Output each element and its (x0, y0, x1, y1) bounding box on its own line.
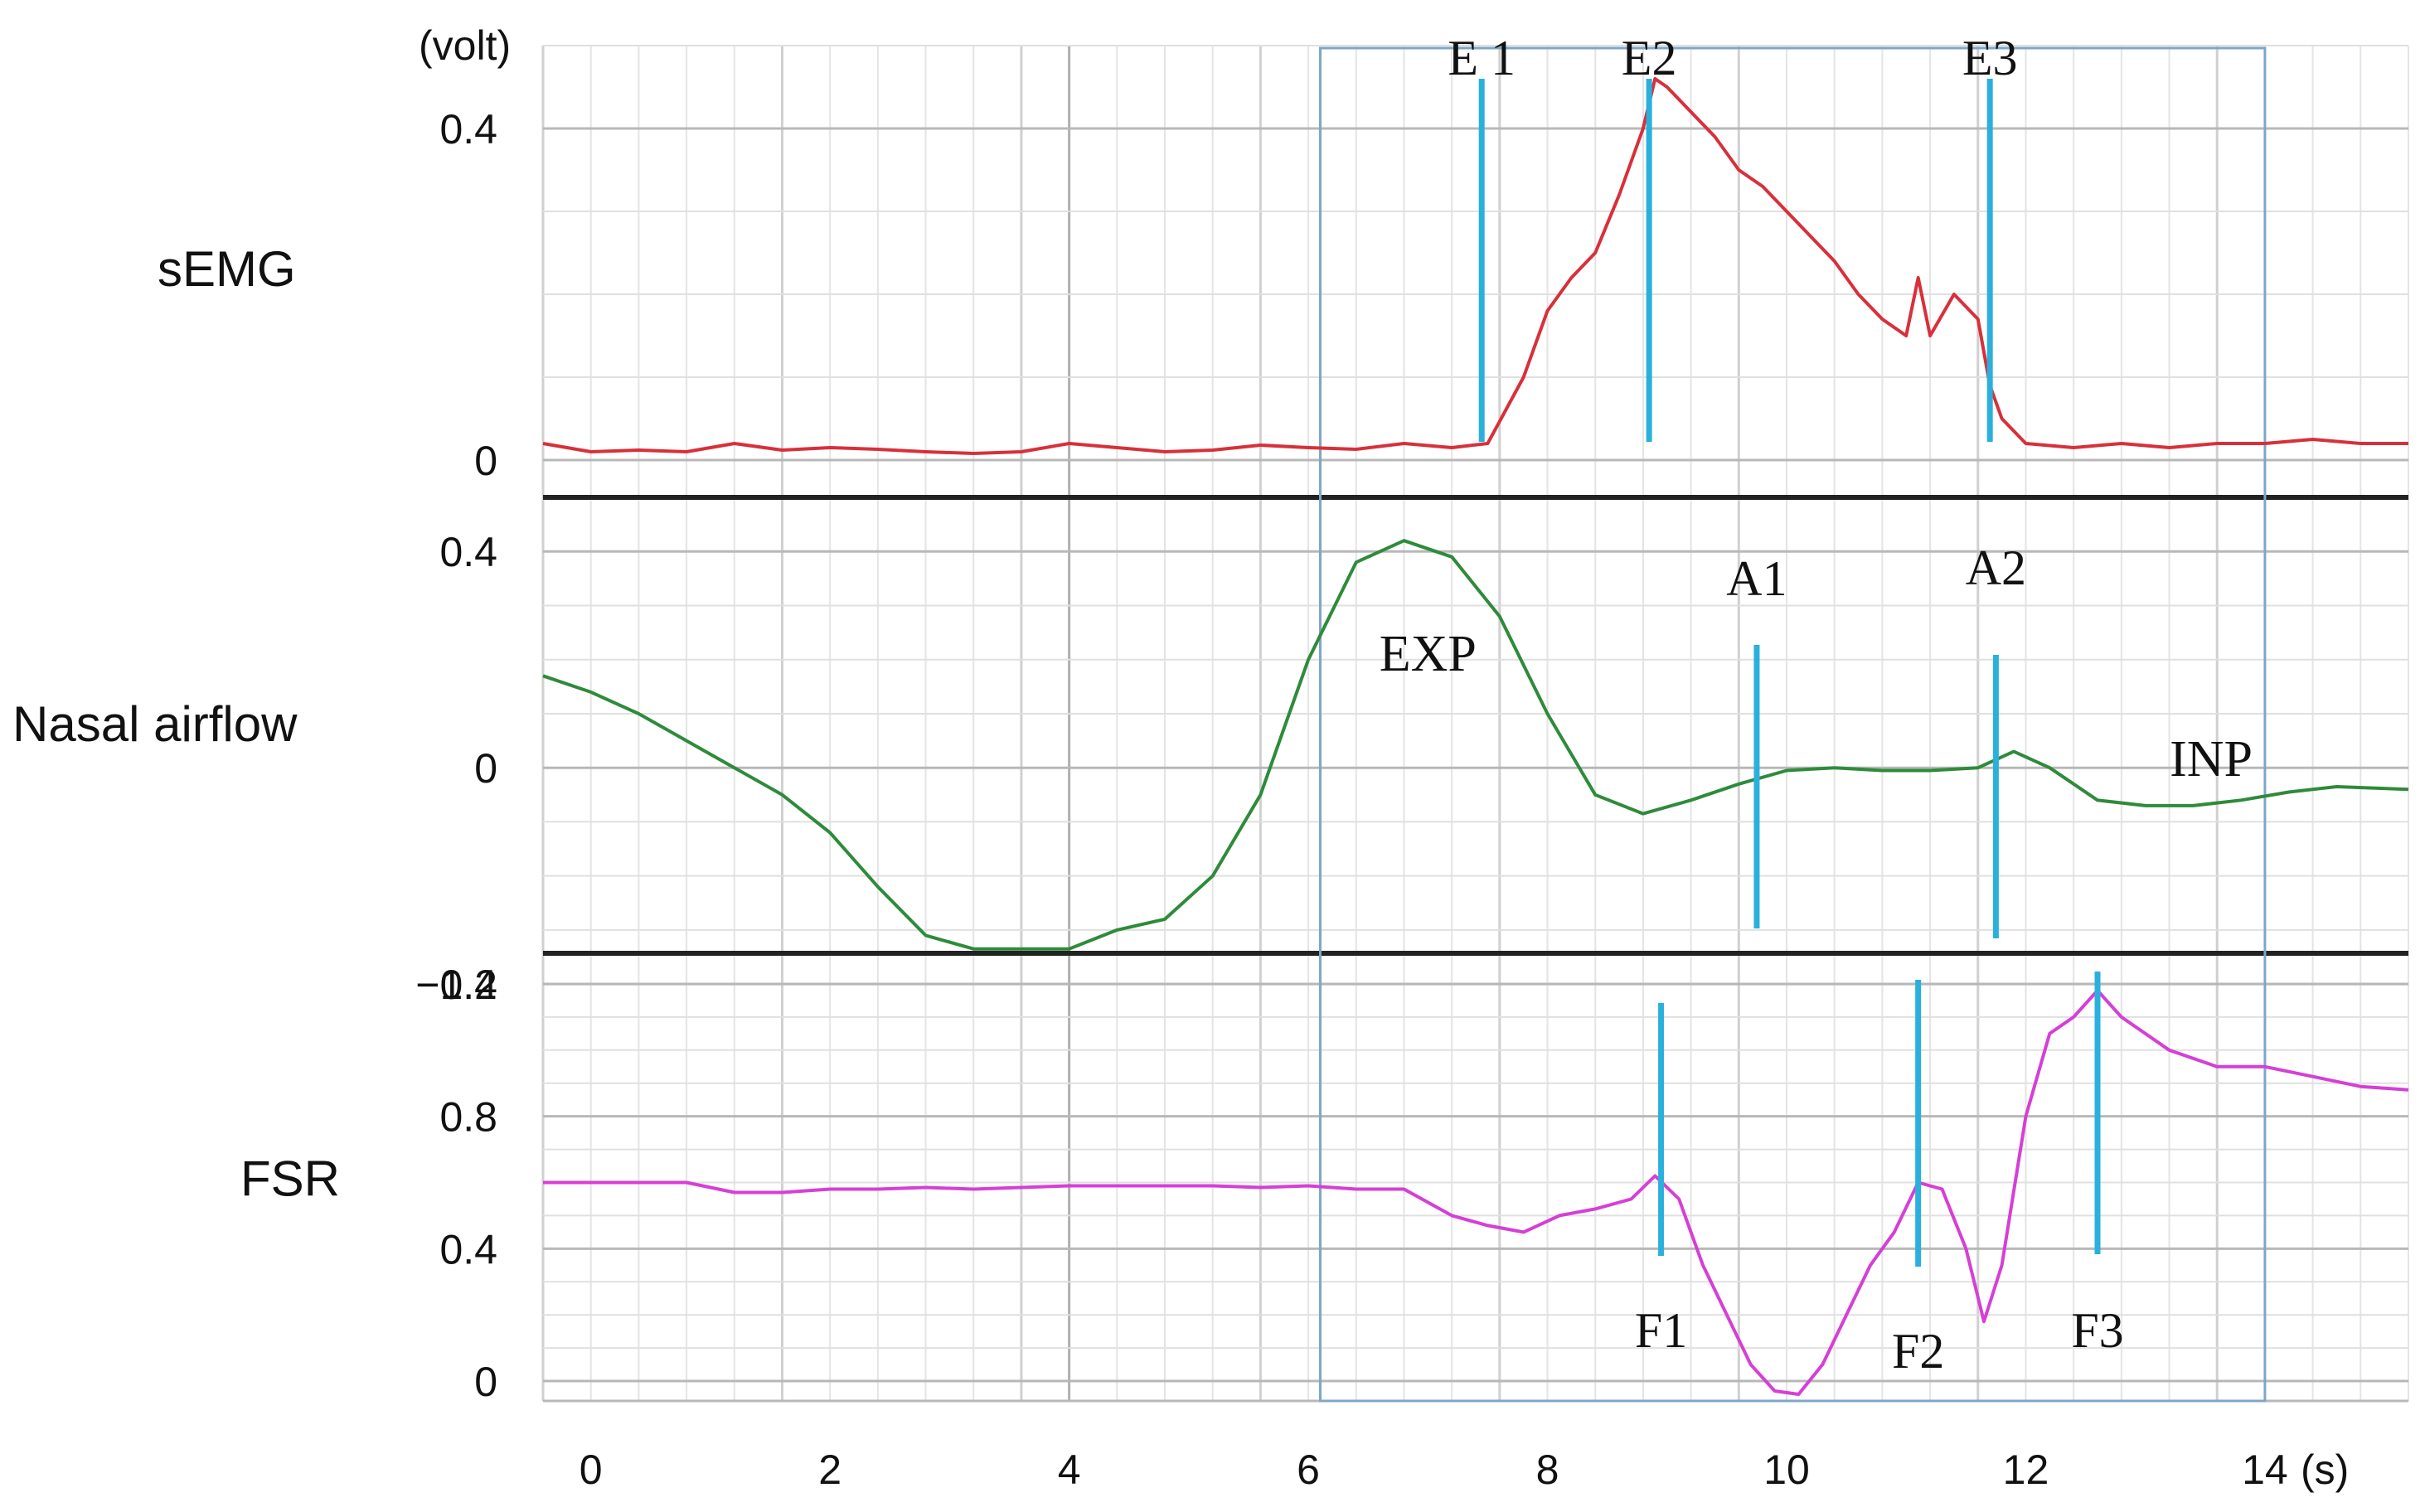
y-tick-label: 0.4 (439, 529, 497, 575)
chart-labels: 0 0.4 sEMG E 1 E2 E3 −0.4 0 0.4 Nasal airflow A1 A2… (12, 31, 2288, 1493)
event-label-f1: F1 (1635, 1303, 1687, 1358)
x-tick-label: 6 (1297, 1447, 1320, 1493)
event-markers (1478, 79, 2101, 1267)
y-tick-label: 0.4 (439, 1226, 497, 1272)
x-tick-label: 10 (1763, 1447, 1810, 1493)
x-tick-label: 4 (1058, 1447, 1081, 1493)
annotation-exp: EXP (1380, 626, 1477, 682)
y-unit-label: (volt) (419, 22, 511, 69)
x-tick-label: 12 (2003, 1447, 2049, 1493)
panel-label-fsr: FSR (240, 1151, 340, 1207)
x-tick-label: 8 (1536, 1447, 1559, 1493)
event-label-e3: E3 (1962, 31, 2018, 85)
annotation-inp: INP (2170, 731, 2253, 788)
x-unit-label: (s) (2301, 1447, 2349, 1493)
x-tick-label: 14 (2242, 1447, 2288, 1493)
series-line-fsr (543, 988, 2409, 1396)
y-tick-label: 0 (474, 1359, 497, 1405)
x-tick-label: 2 (818, 1447, 841, 1493)
y-tick-label: 0.8 (439, 1094, 497, 1141)
panel-label-semg: sEMG (158, 241, 296, 297)
panel-label-airflow: Nasal airflow (12, 696, 298, 752)
selection-box (1319, 46, 2267, 1403)
event-label-f3: F3 (2071, 1303, 2123, 1358)
event-label-f2: F2 (1892, 1324, 1944, 1379)
grid-lines (541, 45, 2409, 1401)
y-tick-label: 0 (474, 745, 497, 792)
event-label-a1: A1 (1726, 551, 1787, 606)
event-label-e2: E2 (1622, 31, 1677, 85)
event-label-e1: E 1 (1448, 31, 1516, 85)
x-tick-label: 0 (580, 1447, 603, 1493)
event-label-a2: A2 (1966, 540, 2026, 595)
y-tick-label: 0.4 (439, 106, 497, 153)
y-tick-label: −0.4 (415, 962, 497, 1008)
y-tick-label: 1.2 (439, 962, 497, 1008)
y-tick-label: 0 (474, 438, 497, 484)
selection-box-rect (1319, 46, 2267, 1403)
series-line-airflow (542, 539, 2409, 951)
